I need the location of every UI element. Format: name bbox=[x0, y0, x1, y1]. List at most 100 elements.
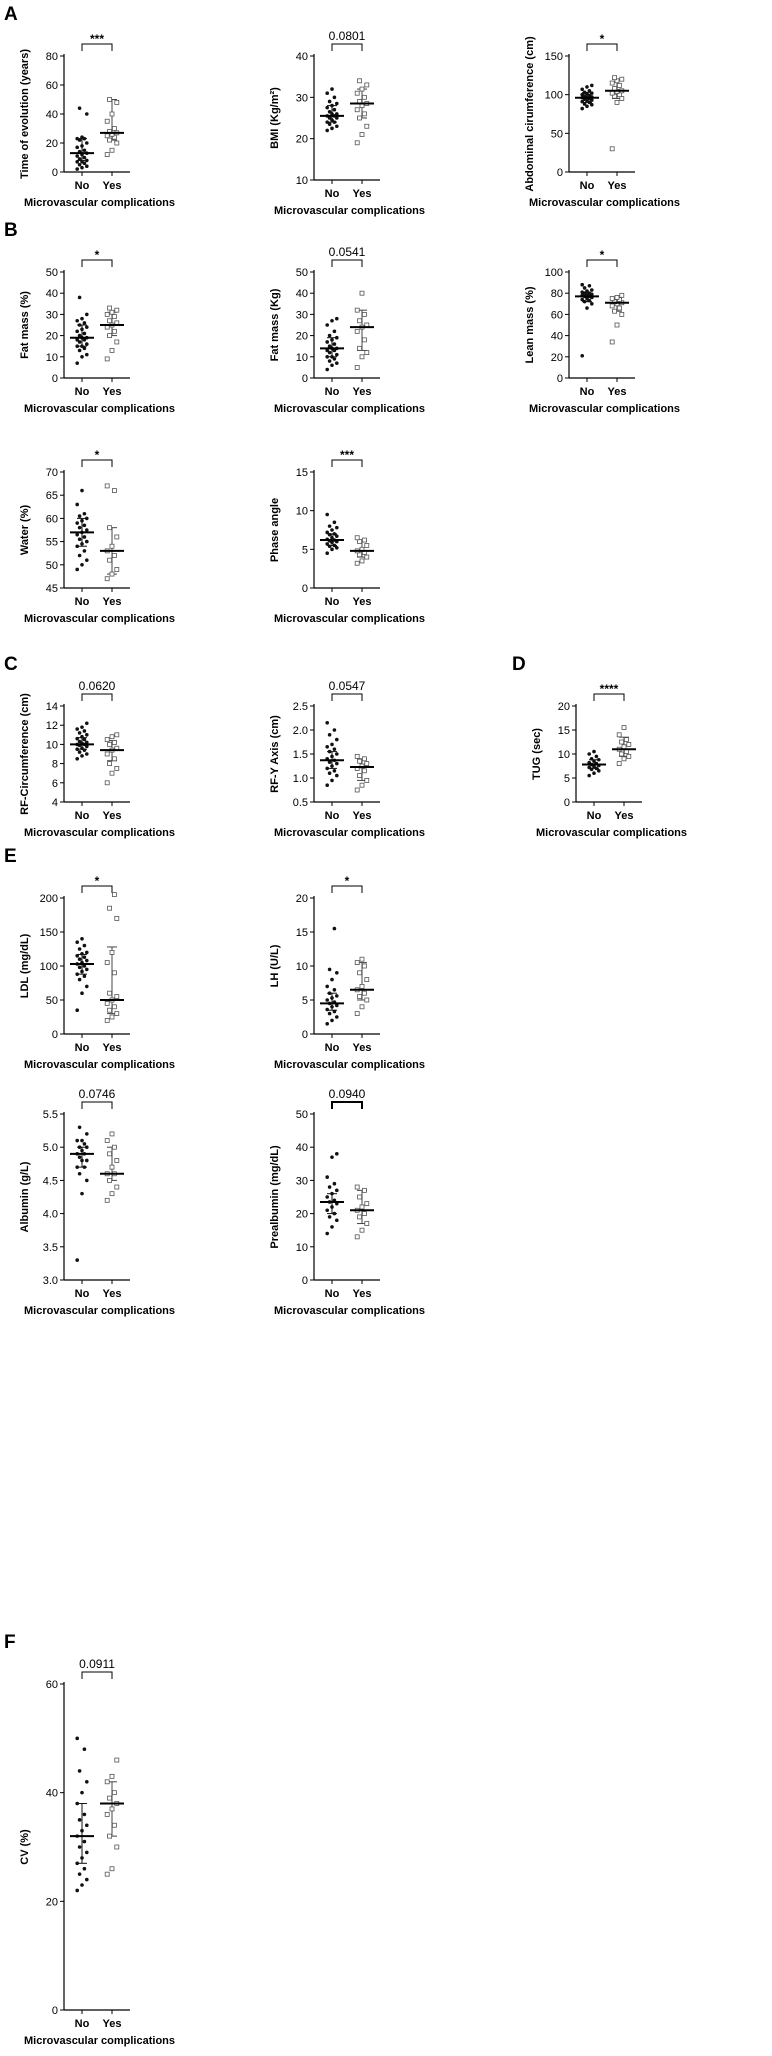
bmi-no-point-14 bbox=[332, 107, 337, 112]
phase-angle-no-point-2 bbox=[335, 545, 339, 550]
tug-category-label-no: No bbox=[587, 810, 602, 822]
albumin-y-axis-title: Albumin (g/L) bbox=[19, 1161, 31, 1232]
bmi-no-point-18 bbox=[327, 99, 332, 104]
phase-angle-no-point-0 bbox=[325, 551, 329, 555]
albumin-plot: Albumin (g/L) 3.0 3.5 4.0 4.5 5.0 5.5 No Yes Micr… bbox=[19, 1087, 175, 1317]
tug-no-point-5 bbox=[587, 765, 591, 770]
time-evolution-yes-point-1 bbox=[109, 147, 115, 153]
ldl-no-point-7 bbox=[85, 967, 89, 972]
lean-mass-y-tick-label-3: 60 bbox=[551, 309, 563, 321]
rf-circumference-significance-bracket bbox=[81, 693, 113, 701]
abdominal-significance-label: * bbox=[600, 32, 605, 46]
abdominal-no-point-20 bbox=[580, 87, 584, 92]
abdominal-circumference-plot: Abdominal cirumference (cm) 0 50 100 150 No Ye… bbox=[524, 32, 680, 209]
time-evolution-no-point-0 bbox=[75, 167, 79, 171]
rf-circumference-yes-point-0 bbox=[104, 780, 110, 786]
fat-mass-kg-no-point-2 bbox=[335, 361, 339, 365]
cv-yes-point-12 bbox=[114, 1757, 120, 1763]
prealbumin-no-point-16 bbox=[330, 1155, 334, 1159]
tug-no-point-1 bbox=[592, 771, 596, 775]
lh-no-point-19 bbox=[332, 926, 337, 931]
rf-circumference-yes-point-10 bbox=[104, 737, 110, 742]
bmi-no-point-3 bbox=[327, 122, 332, 126]
fat-mass-kg-x-axis-title: Microvascular complications bbox=[274, 403, 425, 415]
fat-mass-kg-no-point-0 bbox=[325, 367, 329, 372]
water-no-point-9 bbox=[82, 535, 87, 539]
rf-y-axis-no-point-18 bbox=[327, 733, 332, 737]
ldl-no-point-2 bbox=[85, 984, 89, 989]
prealbumin-yes-point-2 bbox=[364, 1221, 370, 1226]
rf-circumference-no-point-18 bbox=[77, 731, 82, 735]
lean-mass-yes-point-10 bbox=[609, 296, 615, 301]
lh-yes-point-7 bbox=[364, 977, 370, 982]
water-no-point-2 bbox=[85, 558, 89, 562]
albumin-y-tick-label-5: 5.5 bbox=[43, 1109, 58, 1121]
phase-angle-yes-point-10 bbox=[354, 535, 360, 541]
rf-circumference-no-point-3 bbox=[77, 750, 82, 754]
rf-circumference-y-tick-label-4: 12 bbox=[46, 720, 58, 732]
rf-circumference-significance-label: 0.0620 bbox=[79, 679, 116, 693]
lean-mass-yes-point-2 bbox=[619, 312, 625, 317]
lean-mass-no-point-0 bbox=[580, 353, 584, 358]
water-y-tick-label-1: 50 bbox=[46, 560, 58, 572]
cv-significance-bracket bbox=[81, 1671, 113, 1679]
water-yes-point-1 bbox=[109, 571, 115, 577]
rf-y-axis-no-point-15 bbox=[325, 745, 329, 749]
tug-yes-point-7 bbox=[626, 742, 632, 747]
water-y-tick-label-3: 60 bbox=[46, 513, 58, 525]
bmi-y-tick-label-3: 40 bbox=[296, 51, 308, 63]
panel-letter-e: E bbox=[4, 846, 17, 867]
fat-mass-pct-y-tick-label-0: 0 bbox=[52, 373, 58, 385]
fat-mass-kg-no-point-15 bbox=[325, 340, 329, 344]
water-no-point-6 bbox=[80, 542, 84, 546]
tug-y-tick-label-2: 10 bbox=[558, 749, 570, 761]
fat-mass-pct-no-point-15 bbox=[75, 329, 79, 334]
lh-no-point-13 bbox=[327, 991, 332, 995]
rf-y-axis-no-point-16 bbox=[330, 742, 334, 747]
albumin-no-point-8 bbox=[77, 1155, 82, 1159]
albumin-yes-point-10 bbox=[104, 1138, 110, 1143]
lh-y-axis-title: LH (U/L) bbox=[269, 944, 281, 987]
rf-circumference-no-point-16 bbox=[80, 734, 84, 739]
abdominal-category-label-yes: Yes bbox=[608, 180, 627, 192]
abdominal-yes-point-11 bbox=[614, 78, 620, 84]
cv-y-axis-title: CV (%) bbox=[19, 1829, 31, 1865]
lean-mass-yes-point-0 bbox=[609, 339, 615, 345]
albumin-significance-bracket bbox=[81, 1101, 113, 1109]
albumin-no-point-7 bbox=[85, 1158, 89, 1163]
phase-angle-y-tick-label-2: 10 bbox=[296, 506, 308, 518]
phase-angle-y-tick-label-0: 0 bbox=[302, 583, 308, 595]
phase-angle-yes-point-0 bbox=[354, 560, 360, 566]
rf-y-axis-yes-point-3 bbox=[357, 773, 362, 778]
time-evolution-yes-point-11 bbox=[109, 111, 115, 117]
rf-circumference-yes-point-9 bbox=[112, 740, 117, 745]
fat-mass-kg-y-tick-label-0: 0 bbox=[302, 373, 308, 385]
fat-mass-pct-no-point-16 bbox=[80, 327, 84, 332]
tug-yes-point-9 bbox=[624, 737, 629, 742]
abdominal-no-point-17 bbox=[590, 91, 594, 95]
panel-letter-d: D bbox=[512, 654, 526, 675]
fat-mass-percent-plot: Fat mass (%) 0 10 20 30 40 50 No Yes Microvascula… bbox=[19, 248, 175, 415]
phase-angle-x-axis-title: Microvascular complications bbox=[274, 613, 425, 625]
bmi-no-point-21 bbox=[330, 87, 334, 91]
ldl-no-point-12 bbox=[85, 958, 89, 963]
bmi-no-point-8 bbox=[327, 116, 332, 120]
rf-y-axis-yes-point-1 bbox=[359, 782, 365, 788]
prealbumin-plot: Prealbumin (mg/dL) 0 10 20 30 40 50 No Yes Microv… bbox=[269, 1087, 425, 1317]
abdominal-no-point-18 bbox=[582, 90, 587, 95]
tug-y-tick-label-1: 5 bbox=[564, 773, 570, 785]
time-evolution-no-point-14 bbox=[82, 148, 87, 153]
rf-circumference-yes-point-5 bbox=[104, 751, 110, 757]
phase-angle-no-point-18 bbox=[327, 524, 332, 528]
lean-mass-yes-point-5 bbox=[609, 303, 615, 309]
rf-y-axis-no-point-14 bbox=[332, 747, 337, 751]
time-evolution-no-point-20 bbox=[75, 136, 79, 141]
ldl-no-point-8 bbox=[77, 965, 82, 970]
fat-mass-kg-yes-point-1 bbox=[359, 354, 365, 360]
time-evolution-no-point-23 bbox=[77, 106, 82, 110]
rf-circumference-no-point-4 bbox=[82, 748, 87, 752]
cv-yes-point-0 bbox=[104, 1871, 110, 1877]
tug-no-point-13 bbox=[589, 757, 594, 761]
lean-mass-category-label-yes: Yes bbox=[608, 386, 627, 398]
fat-mass-kg-no-point-3 bbox=[327, 359, 332, 363]
